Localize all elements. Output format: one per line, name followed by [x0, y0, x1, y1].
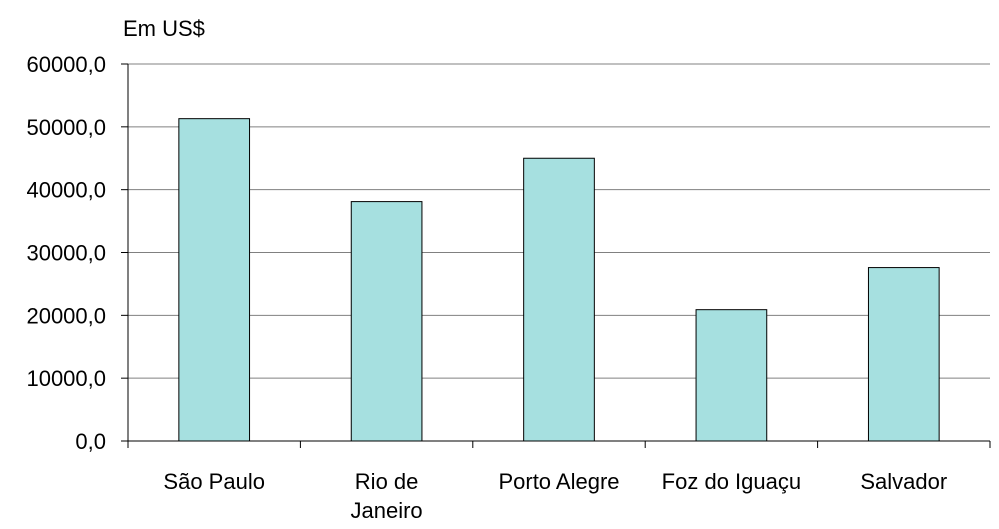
bar	[178, 118, 251, 442]
bar	[350, 201, 423, 442]
y-tick-label: 40000,0	[26, 178, 106, 203]
x-category-label-line: São Paulo	[163, 469, 265, 494]
x-category-label-line: Salvador	[860, 469, 947, 494]
unit-label: Em US$	[123, 16, 205, 41]
x-category-label: São Paulo	[163, 469, 265, 494]
y-tick-label: 0,0	[75, 429, 106, 454]
bar	[695, 309, 768, 442]
x-category-label-line: Foz do Iguaçu	[662, 469, 801, 494]
x-category-label: Rio de Janeiro	[351, 469, 423, 523]
axes	[121, 63, 991, 448]
x-category-labels: São Paulo Rio de Janeiro Porto Alegre Foz do…	[163, 469, 947, 523]
x-category-label-line: Rio de	[355, 469, 419, 494]
x-category-label: Foz do Iguaçu	[662, 469, 801, 494]
y-tick-label: 50000,0	[26, 115, 106, 140]
y-tick-label: 10000,0	[26, 366, 106, 391]
x-category-label-line: Porto Alegre	[498, 469, 619, 494]
x-category-label-line: Janeiro	[351, 498, 423, 523]
x-category-label: Porto Alegre	[498, 469, 619, 494]
y-tick-labels: 0,0 10000,0 20000,0 30000,0 40000,0 50000,0 60…	[26, 52, 106, 454]
bar	[523, 157, 595, 442]
y-tick-label: 20000,0	[26, 303, 106, 328]
bar	[867, 267, 940, 442]
y-tick-label: 30000,0	[26, 241, 106, 266]
x-category-label: Salvador	[860, 469, 947, 494]
y-tick-label: 60000,0	[26, 52, 106, 77]
bars	[178, 118, 940, 442]
